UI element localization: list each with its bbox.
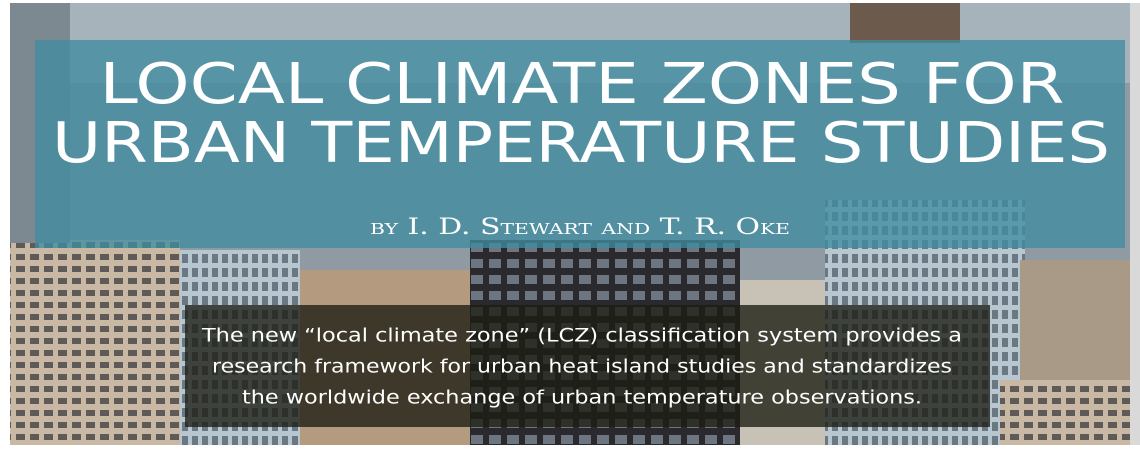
page: LOCAL CLIMATE ZONES FOR URBAN TEMPERATUR… (0, 0, 1140, 449)
title-line: URBAN TEMPERATURE STUDIES (52, 111, 1110, 176)
header-banner: LOCAL CLIMATE ZONES FOR URBAN TEMPERATUR… (0, 0, 1140, 449)
summary-line: research framework for urban heat island… (212, 356, 952, 378)
summary-line: The new “local climate zone” (LCZ) class… (201, 325, 962, 347)
byline: by I. D. Stewart and T. R. Oke (370, 215, 790, 240)
title-line: LOCAL CLIMATE ZONES FOR (100, 52, 1065, 117)
summary-line: the worldwide exchange of urban temperat… (242, 387, 922, 409)
